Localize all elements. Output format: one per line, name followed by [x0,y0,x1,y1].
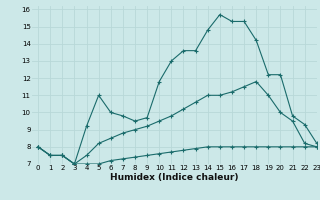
X-axis label: Humidex (Indice chaleur): Humidex (Indice chaleur) [110,173,239,182]
